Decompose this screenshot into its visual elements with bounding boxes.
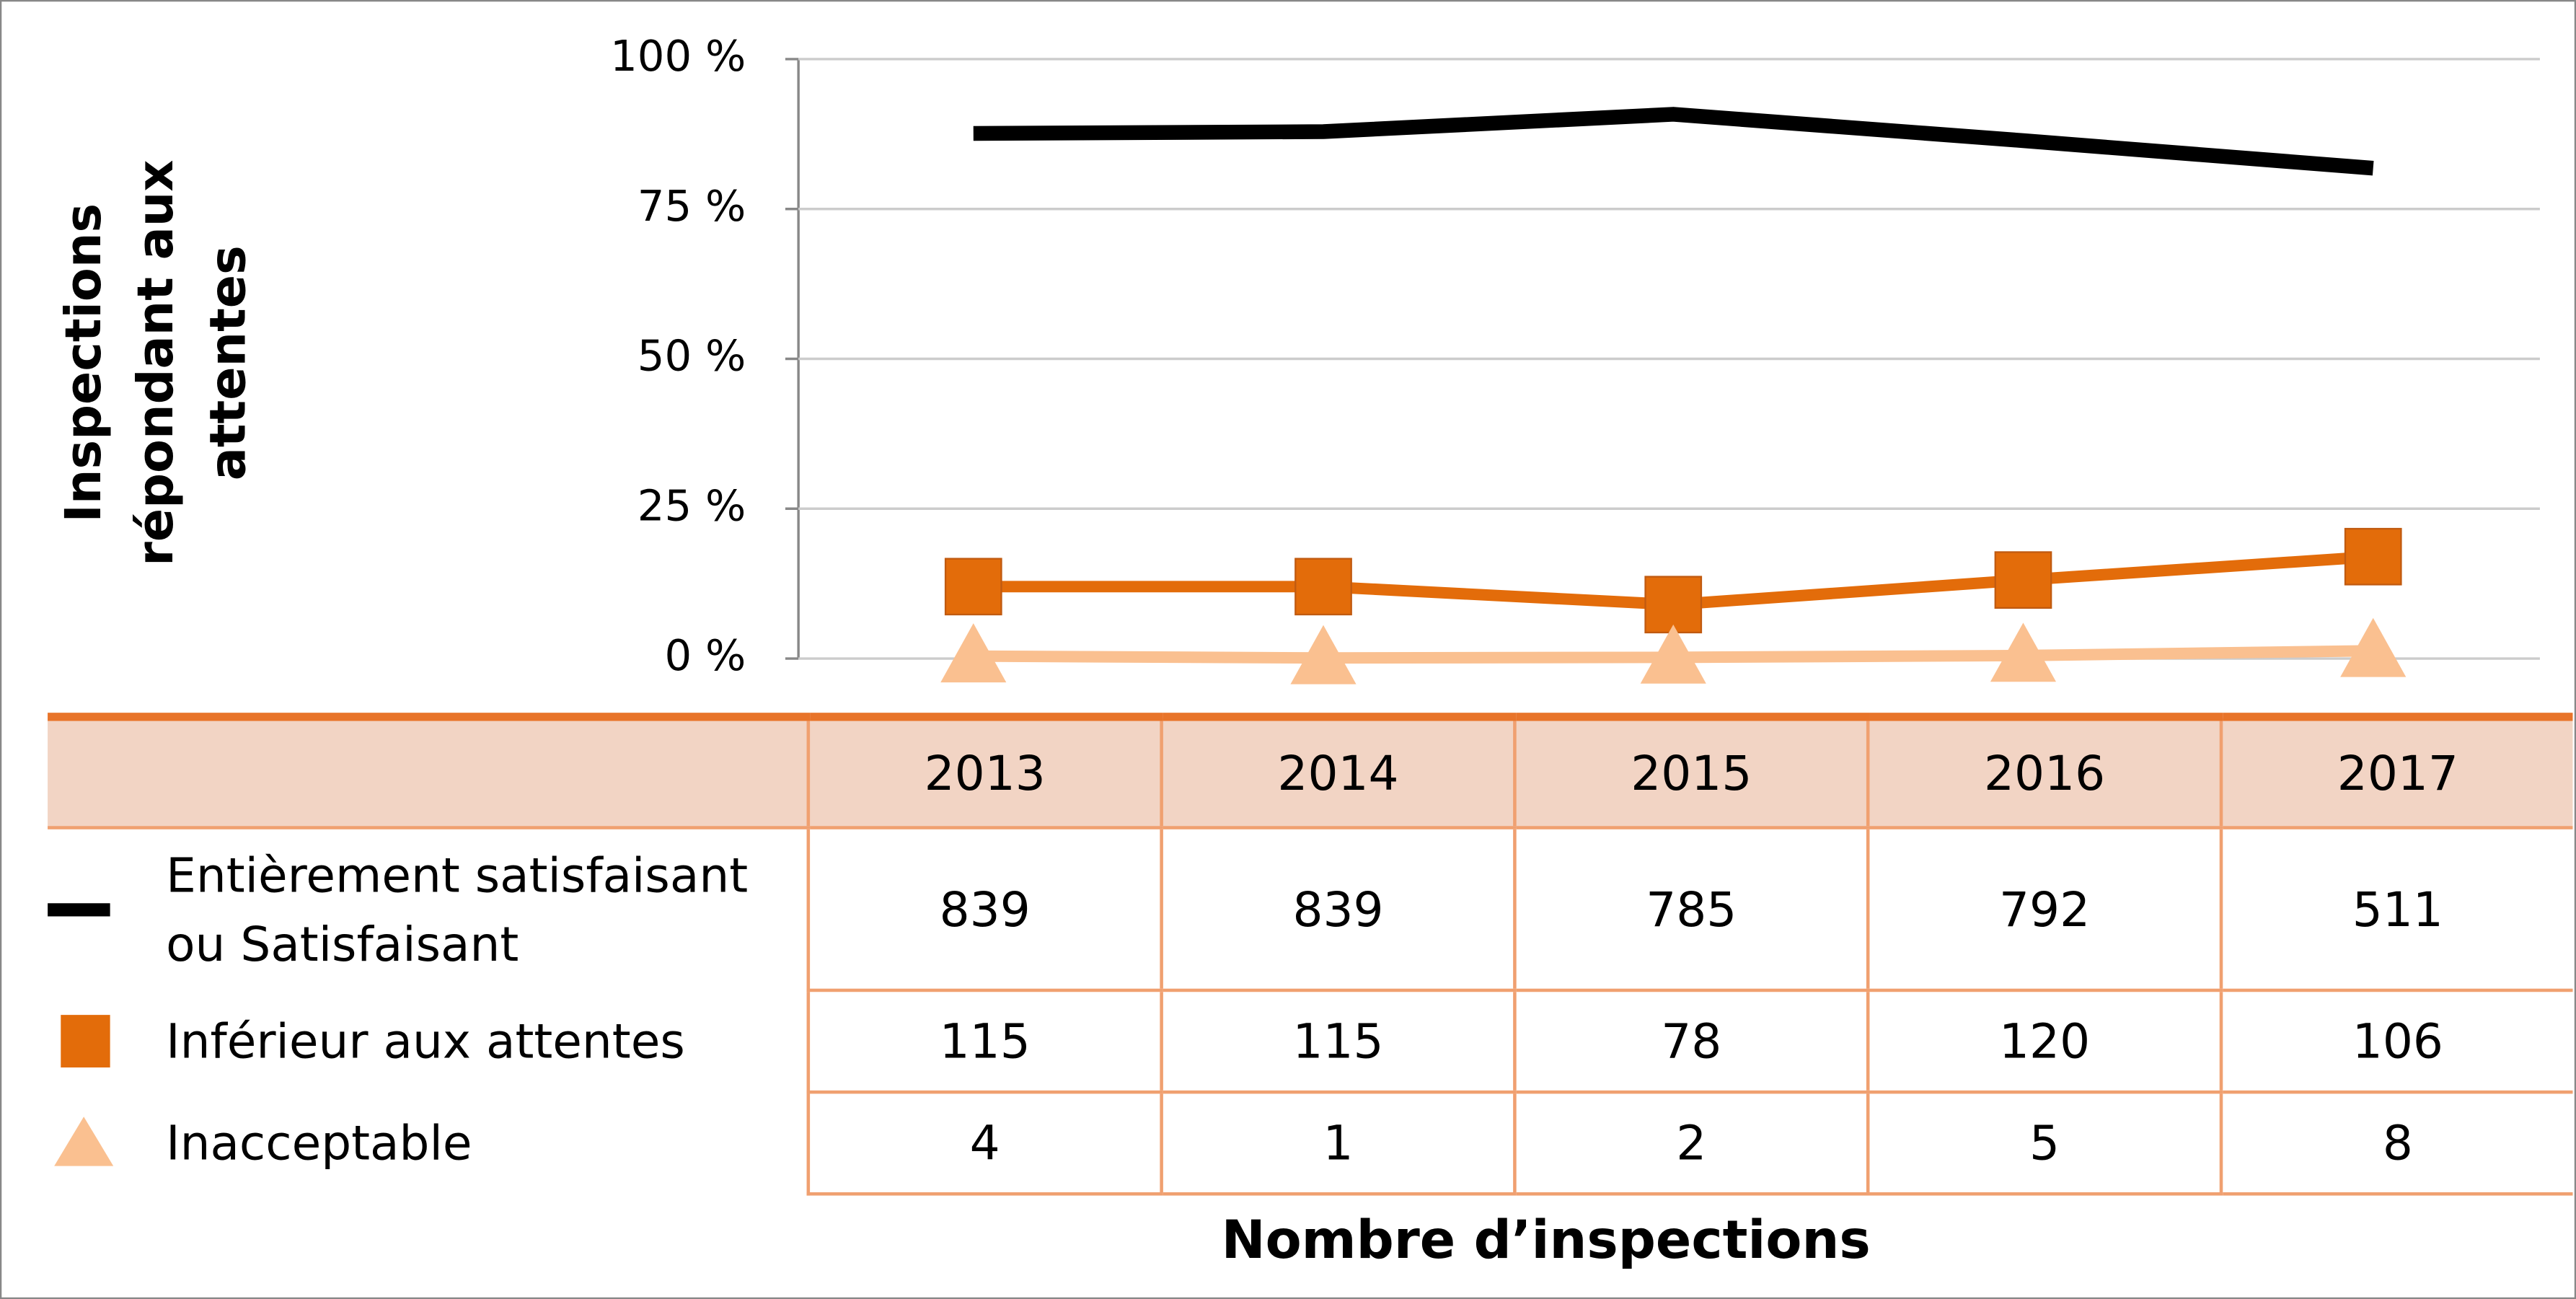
- count-cell: 839: [1160, 827, 1515, 992]
- legend-label: Entièrement satisfaisant ou Satisfaisant: [166, 847, 749, 972]
- year-header: 2015: [1513, 713, 1869, 829]
- year-header: 2016: [1866, 713, 2221, 829]
- marker: [1994, 551, 2052, 609]
- chart: 0 % 25 % 50 % 75 % 100 %: [610, 31, 2540, 684]
- series-line: [973, 107, 2374, 176]
- y-tick-label: 0 %: [664, 630, 746, 680]
- legend-cell: Inférieur aux attentes: [48, 990, 806, 1092]
- marker: [1644, 576, 1703, 634]
- header-row: 2013 2014 2015 2016 2017: [48, 713, 2573, 829]
- legend-label: Inacceptable: [166, 1115, 472, 1171]
- count-cell: 511: [2219, 827, 2573, 992]
- legend-cell: Entièrement satisfaisant ou Satisfaisant: [48, 829, 806, 990]
- data-table: 2013 2014 2015 2016 2017 Entièrement satisfa…: [48, 713, 2573, 1196]
- count-cell: 839: [806, 827, 1162, 992]
- count-cell: 115: [1160, 990, 1515, 1094]
- marker: [2344, 527, 2402, 586]
- table-row: Inférieur aux attentes 115 115 78 120 106: [48, 990, 2573, 1094]
- legend-icon: [61, 1015, 110, 1067]
- legend-label: Inférieur aux attentes: [166, 1013, 685, 1070]
- count-cell: 8: [2219, 1092, 2573, 1196]
- count-cell: 4: [806, 1092, 1162, 1196]
- count-cell: 785: [1513, 827, 1869, 992]
- table-row: Inacceptable 4 1 2 5 8: [48, 1092, 2573, 1196]
- y-tick-label: 50 %: [638, 331, 746, 381]
- marker: [944, 558, 1002, 616]
- header-cell: [48, 713, 808, 829]
- count-cell: 1: [1160, 1092, 1515, 1196]
- count-cell: 78: [1513, 990, 1869, 1094]
- y-tick-label: 25 %: [638, 480, 746, 530]
- year-header: 2014: [1160, 713, 1515, 829]
- count-cell: 5: [1866, 1092, 2221, 1196]
- y-tick-label: 75 %: [638, 181, 746, 231]
- marker: [2340, 617, 2407, 677]
- count-cell: 115: [806, 990, 1162, 1094]
- year-header: 2017: [2219, 713, 2573, 829]
- marker: [1990, 622, 2057, 682]
- marker: [1294, 558, 1352, 616]
- legend-icon: [48, 903, 110, 917]
- y-tick-label: 100 %: [610, 31, 746, 81]
- table-row: Entièrement satisfaisant ou Satisfaisant…: [48, 827, 2573, 992]
- marker: [940, 623, 1007, 683]
- legend-icon: [54, 1117, 114, 1166]
- count-cell: 792: [1866, 827, 2221, 992]
- y-axis-label: Inspections répondant aux attentes: [56, 159, 258, 566]
- count-cell: 2: [1513, 1092, 1869, 1196]
- legend-cell: Inacceptable: [48, 1092, 806, 1194]
- count-cell: 120: [1866, 990, 2221, 1094]
- marker: [1640, 624, 1706, 684]
- year-header: 2013: [806, 713, 1162, 829]
- count-cell: 106: [2219, 990, 2573, 1094]
- x-axis-label: Nombre d’inspections: [1221, 1208, 1871, 1272]
- marker: [1290, 625, 1357, 684]
